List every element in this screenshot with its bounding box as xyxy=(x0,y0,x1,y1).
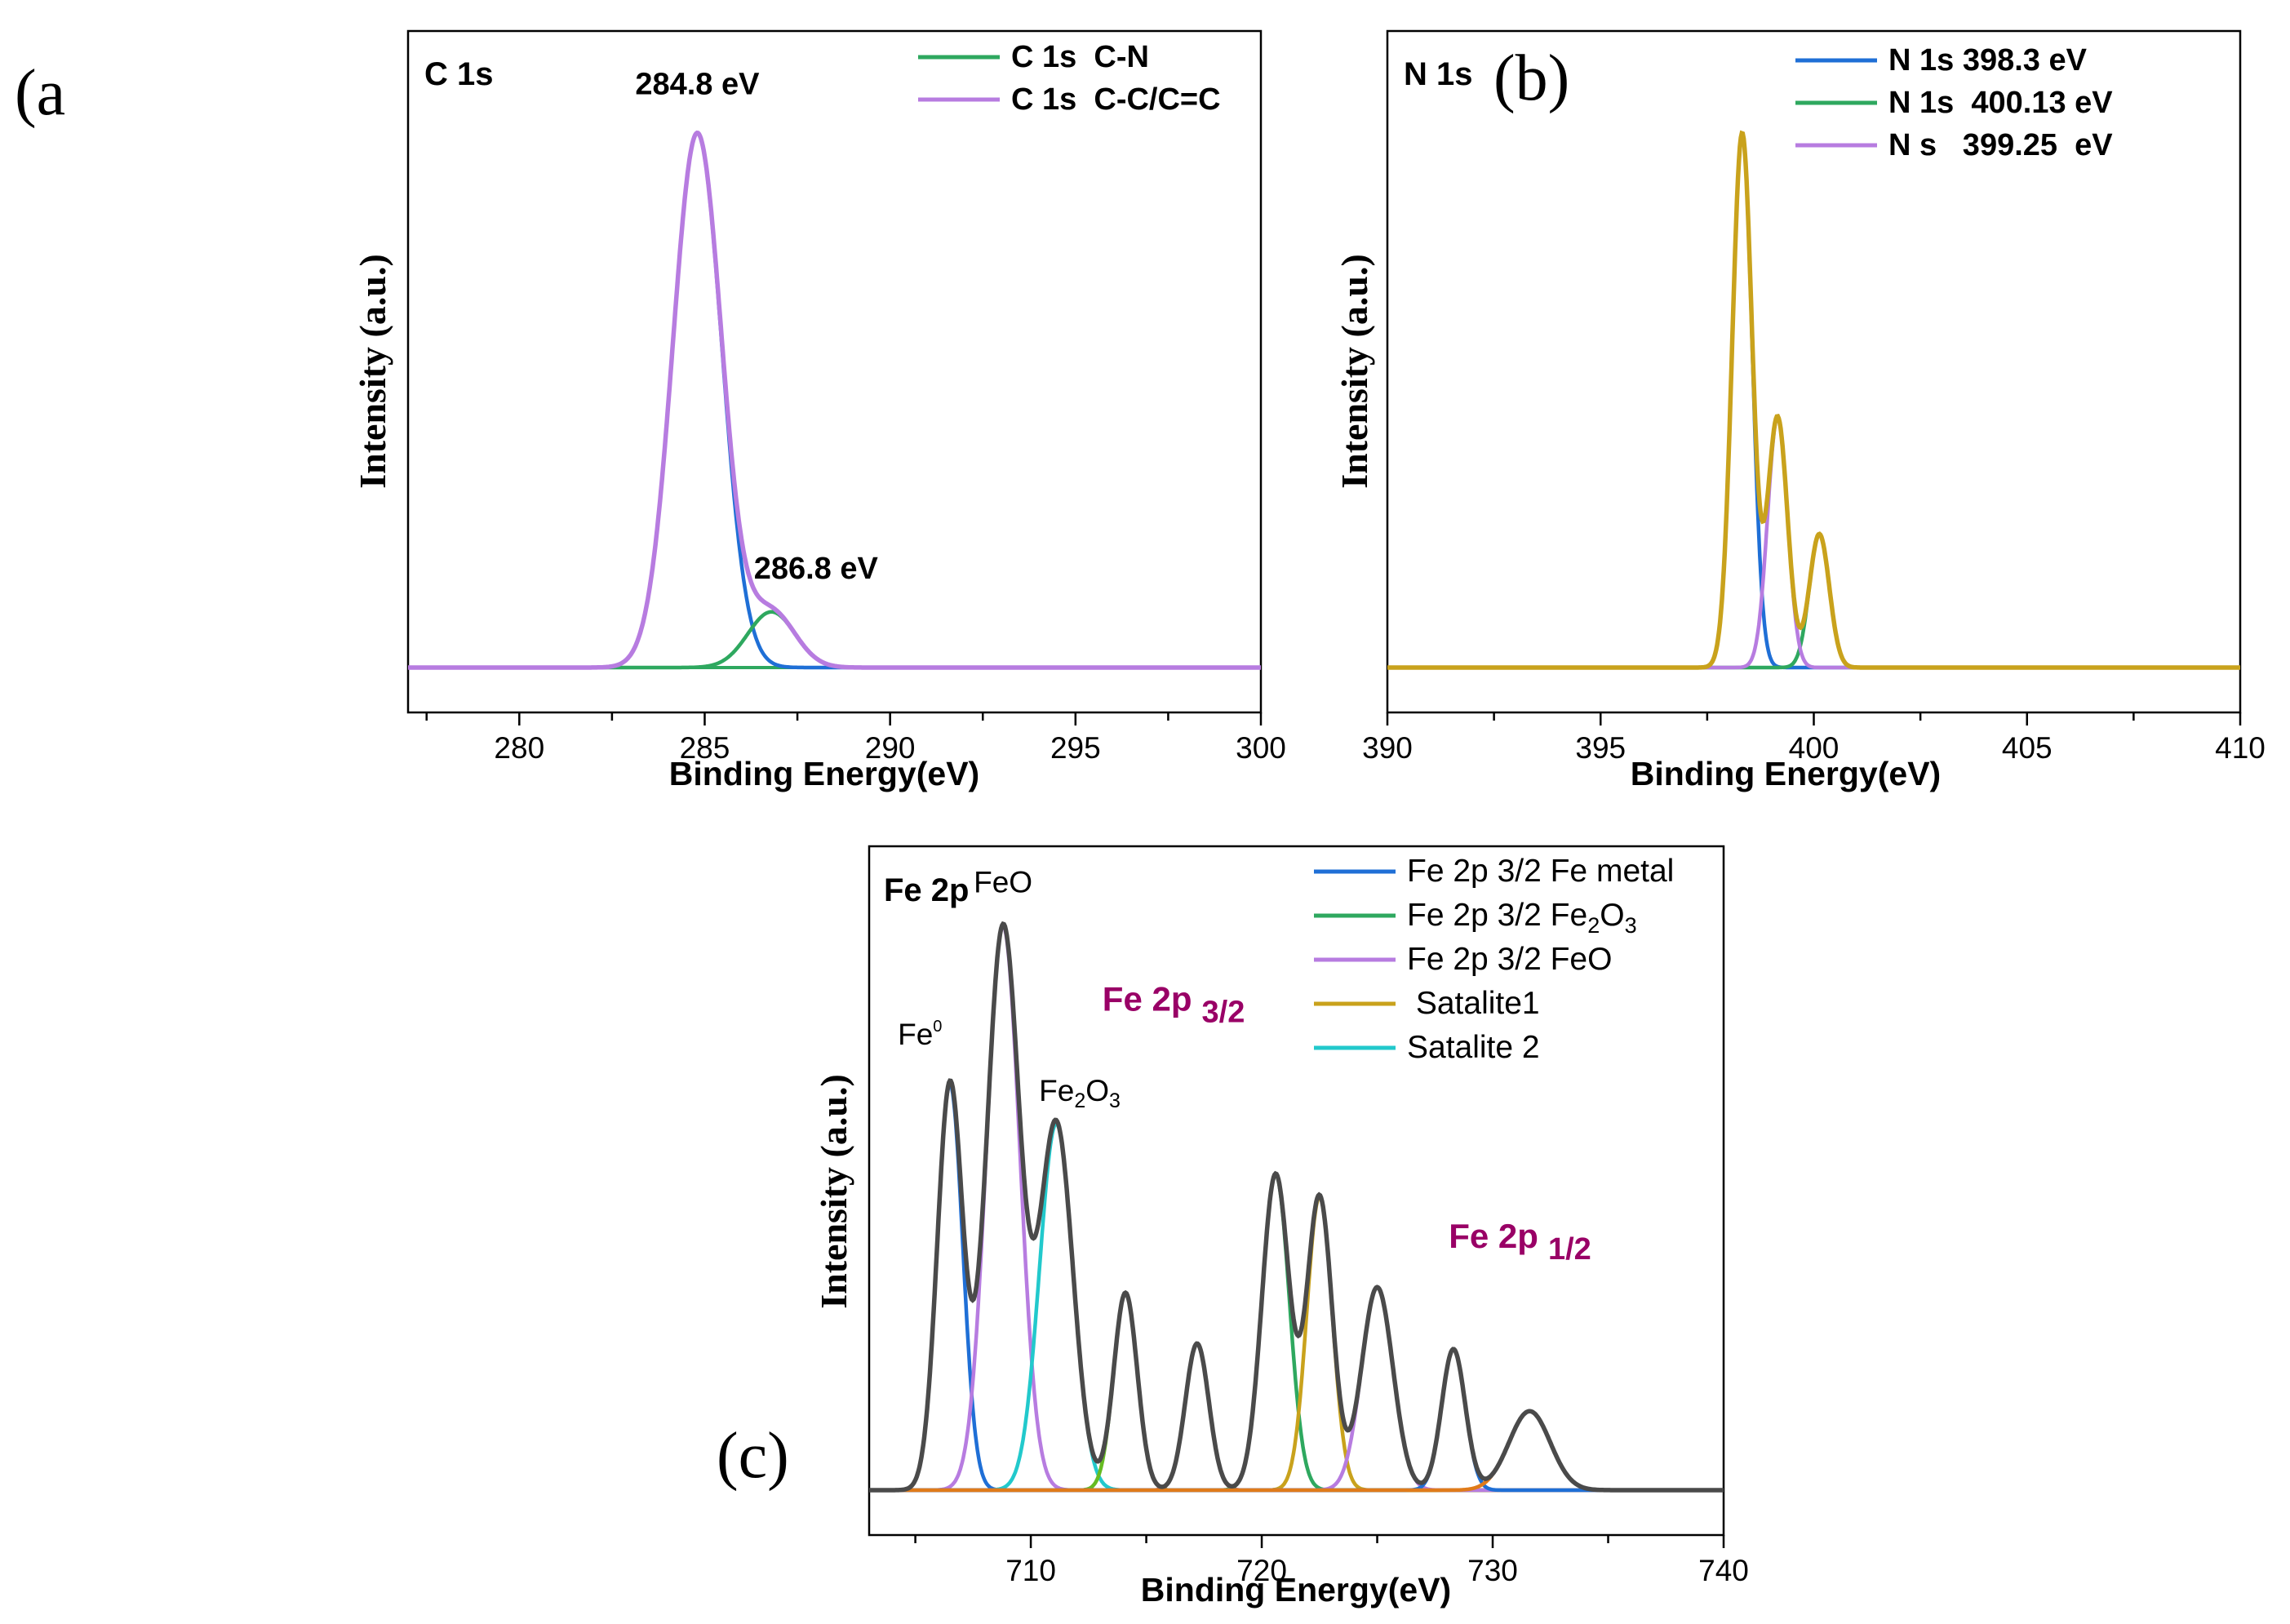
x-axis-label: Binding Energy(eV) xyxy=(1631,755,1941,792)
x-axis-label: Binding Energy(eV) xyxy=(1141,1571,1451,1608)
legend-entry: Fe 2p 3/2 Fe metal xyxy=(1407,854,1674,889)
x-tick-label: 410 xyxy=(2215,731,2266,765)
peak-annotation: 284.8 eV xyxy=(635,68,760,102)
legend-entry: N 1s 400.13 eV xyxy=(1888,86,2113,120)
y-axis-label: Intensity (a.u.) xyxy=(1334,254,1375,489)
x-tick-label: 300 xyxy=(1236,731,1286,765)
x-tick-label: 730 xyxy=(1467,1554,1518,1587)
x-tick-label: 280 xyxy=(494,731,544,765)
panel-label: (b) xyxy=(1493,42,1569,114)
legend-a: C 1s C-N C 1s C-C/C=C xyxy=(918,40,1221,117)
peak-annotation: FeO xyxy=(974,866,1032,899)
x-tick-label: 295 xyxy=(1050,731,1101,765)
curve-group xyxy=(869,921,1724,1493)
chart-panel-b: 390 395 400 405 410 Binding Energy(eV) Intensi… xyxy=(1334,29,2266,792)
chart-panel-c: 710 720 730 740 Binding Energy(eV) Intensity … xyxy=(717,845,1749,1608)
x-tick-label: 290 xyxy=(865,731,916,765)
legend-entry: Fe 2p 3/2 FeO xyxy=(1407,942,1612,977)
panel-label: (a xyxy=(15,57,65,129)
x-tick-label: 740 xyxy=(1698,1554,1749,1587)
y-axis-label: Intensity (a.u.) xyxy=(352,254,393,489)
x-tick-label: 285 xyxy=(680,731,730,765)
y-axis-label: Intensity (a.u.) xyxy=(813,1074,854,1309)
series-line-c-6 xyxy=(869,1195,1724,1493)
plot-frame xyxy=(868,845,1725,1537)
peak-annotation: Fe2O3 xyxy=(1039,1074,1121,1112)
x-tick-label: 395 xyxy=(1575,731,1626,765)
region-annotation: Fe 2p 1/2 xyxy=(1449,1217,1591,1267)
legend-entry: Fe 2p 3/2 Fe2O3 xyxy=(1407,898,1637,938)
legend-entry: C 1s C-C/C=C xyxy=(1011,82,1221,117)
x-axis-label: Binding Energy(eV) xyxy=(669,755,979,792)
legend-entry: N s 399.25 eV xyxy=(1888,128,2113,162)
curve-group xyxy=(408,130,1261,670)
series-line-a-1 xyxy=(408,610,1261,670)
envelope-line-c xyxy=(869,921,1724,1493)
legend-entry: Satalite 2 xyxy=(1407,1030,1540,1065)
peak-annotation: Fe0 xyxy=(898,1018,942,1051)
corner-title: N 1s xyxy=(1404,56,1473,92)
legend-entry: Satalite1 xyxy=(1407,986,1540,1021)
corner-title: Fe 2p xyxy=(884,872,969,908)
panel-label: (c) xyxy=(717,1420,789,1492)
x-tick-label: 720 xyxy=(1236,1554,1287,1587)
legend-entry: N 1s 398.3 eV xyxy=(1888,43,2088,78)
legend-c: Fe 2p 3/2 Fe metal Fe 2p 3/2 Fe2O3 Fe 2p 3… xyxy=(1314,854,1674,1065)
legend-entry: C 1s C-N xyxy=(1011,40,1149,74)
peak-annotation: 286.8 eV xyxy=(754,552,879,586)
x-tick-label: 390 xyxy=(1362,731,1413,765)
envelope-line-b xyxy=(1387,130,2240,670)
x-tick-label: 710 xyxy=(1005,1554,1056,1587)
chart-panel-a: 280 285 290 295 300 Binding Energy(eV) Intensi… xyxy=(15,29,1286,792)
envelope-line-a xyxy=(408,130,1261,670)
region-annotation: Fe 2p 3/2 xyxy=(1103,980,1245,1030)
legend-b: N 1s 398.3 eV N 1s 400.13 eV N s 399.25 eV xyxy=(1795,43,2113,162)
x-tick-label: 405 xyxy=(2002,731,2053,765)
plot-frame xyxy=(406,29,1263,714)
x-tick-label: 400 xyxy=(1789,731,1840,765)
curve-group xyxy=(1387,130,2240,670)
series-line-a-0 xyxy=(408,131,1261,670)
series-line-b-0 xyxy=(1387,131,2240,670)
corner-title: C 1s xyxy=(424,56,494,92)
